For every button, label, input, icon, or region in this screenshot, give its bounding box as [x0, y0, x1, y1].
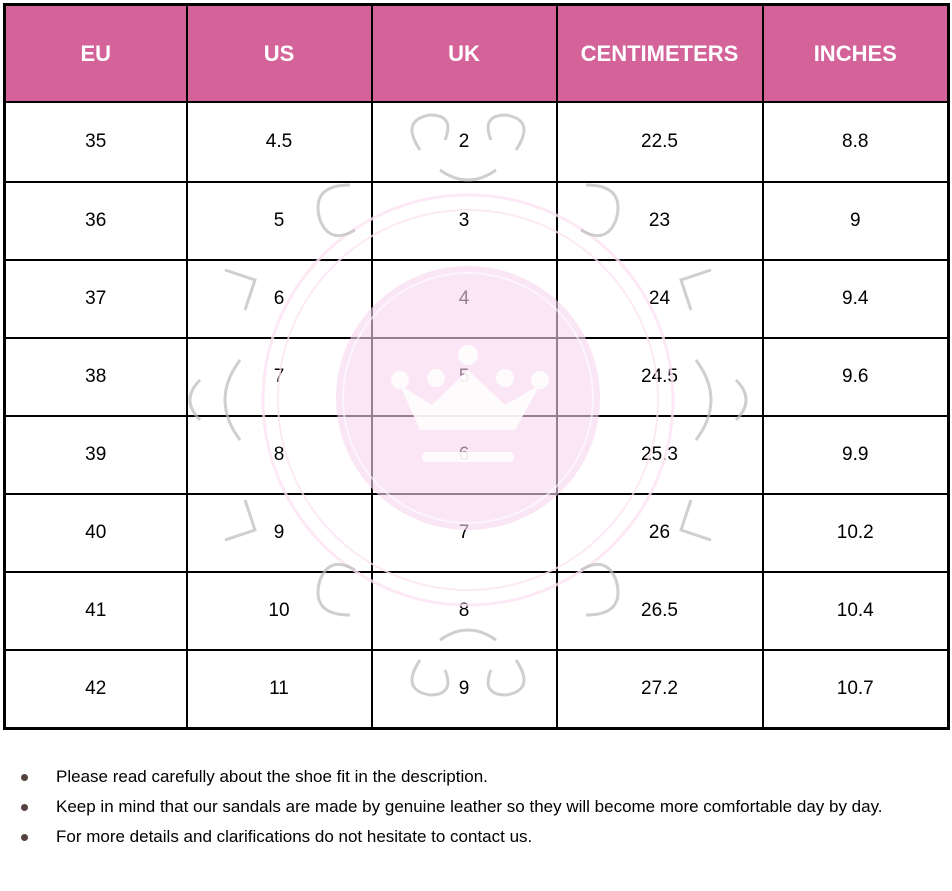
header-eu: EU [3, 3, 188, 103]
table-row: 39 8 6 25.3 9.9 [3, 415, 950, 495]
cell-eu: 38 [3, 337, 188, 417]
cell-uk: 9 [370, 649, 558, 730]
table-row: 35 4.5 2 22.5 8.8 [3, 101, 950, 183]
cell-eu: 42 [3, 649, 188, 730]
cell-uk: 8 [370, 571, 558, 651]
cell-inches: 10.7 [761, 649, 950, 730]
cell-centimeters: 27.2 [555, 649, 764, 730]
cell-uk: 4 [370, 259, 558, 339]
cell-inches: 9.9 [761, 415, 950, 495]
note-item: Keep in mind that our sandals are made b… [0, 794, 940, 820]
bullet-icon [21, 774, 28, 781]
cell-centimeters: 26.5 [555, 571, 764, 651]
cell-centimeters: 22.5 [555, 101, 764, 183]
table-row: 36 5 3 23 9 [3, 181, 950, 261]
header-row: EU US UK CENTIMETERS INCHES [3, 3, 950, 103]
header-uk: UK [370, 3, 558, 103]
cell-inches: 9.4 [761, 259, 950, 339]
cell-inches: 9 [761, 181, 950, 261]
cell-eu: 35 [3, 101, 188, 183]
header-inches: INCHES [761, 3, 950, 103]
table-row: 41 10 8 26.5 10.4 [3, 571, 950, 651]
cell-eu: 40 [3, 493, 188, 573]
bullet-icon [21, 804, 28, 811]
cell-eu: 39 [3, 415, 188, 495]
header-centimeters: CENTIMETERS [555, 3, 764, 103]
cell-us: 7 [185, 337, 373, 417]
cell-eu: 36 [3, 181, 188, 261]
cell-us: 11 [185, 649, 373, 730]
bullet-icon [21, 834, 28, 841]
cell-inches: 9.6 [761, 337, 950, 417]
cell-uk: 5 [370, 337, 558, 417]
cell-us: 9 [185, 493, 373, 573]
cell-centimeters: 23 [555, 181, 764, 261]
cell-us: 6 [185, 259, 373, 339]
note-item: For more details and clarifications do n… [0, 824, 940, 850]
cell-us: 4.5 [185, 101, 373, 183]
cell-inches: 10.2 [761, 493, 950, 573]
cell-inches: 8.8 [761, 101, 950, 183]
cell-centimeters: 25.3 [555, 415, 764, 495]
notes-list: Please read carefully about the shoe fit… [0, 764, 940, 854]
cell-uk: 7 [370, 493, 558, 573]
cell-eu: 41 [3, 571, 188, 651]
cell-uk: 6 [370, 415, 558, 495]
cell-us: 5 [185, 181, 373, 261]
cell-centimeters: 26 [555, 493, 764, 573]
table-row: 40 9 7 26 10.2 [3, 493, 950, 573]
table-row: 42 11 9 27.2 10.7 [3, 649, 950, 730]
size-chart-table: EU US UK CENTIMETERS INCHES 35 4.5 2 22.5 8.… [3, 3, 950, 730]
cell-eu: 37 [3, 259, 188, 339]
cell-uk: 2 [370, 101, 558, 183]
cell-us: 8 [185, 415, 373, 495]
header-us: US [185, 3, 373, 103]
cell-us: 10 [185, 571, 373, 651]
table-row: 38 7 5 24.5 9.6 [3, 337, 950, 417]
cell-uk: 3 [370, 181, 558, 261]
cell-centimeters: 24 [555, 259, 764, 339]
note-item: Please read carefully about the shoe fit… [0, 764, 940, 790]
cell-centimeters: 24.5 [555, 337, 764, 417]
cell-inches: 10.4 [761, 571, 950, 651]
table-row: 37 6 4 24 9.4 [3, 259, 950, 339]
